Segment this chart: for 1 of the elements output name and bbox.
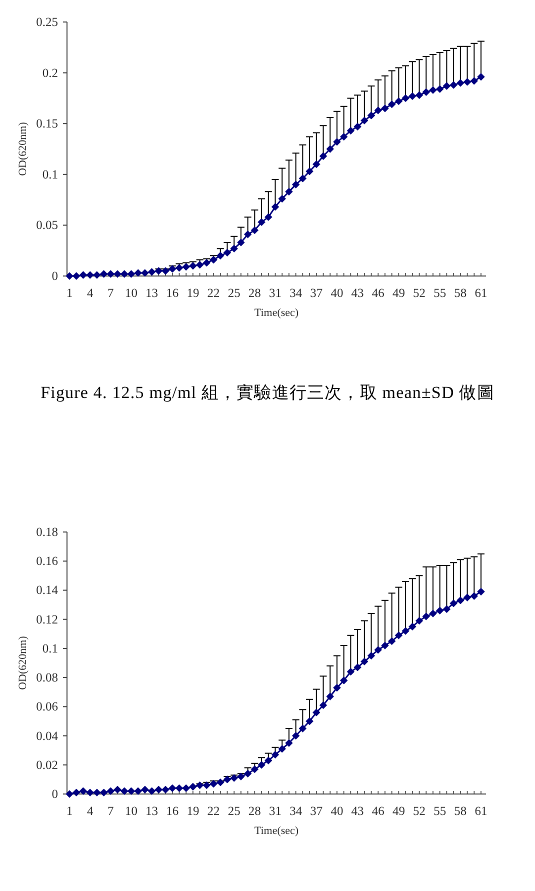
caption: Figure 4. 12.5 mg/ml 組，實驗進行三次，取 mean±SD 做圖 bbox=[40, 382, 494, 402]
